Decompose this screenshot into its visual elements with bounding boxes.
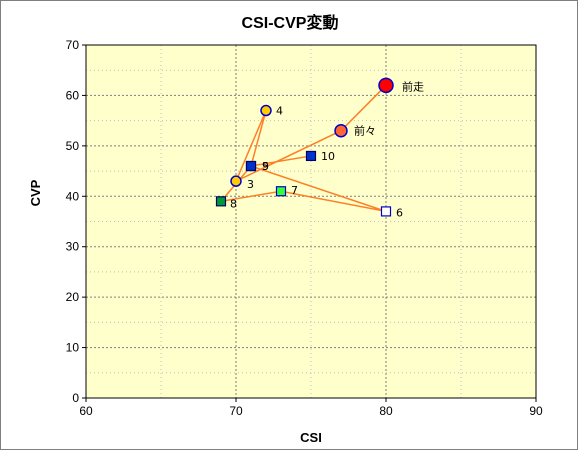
marker-6 (380, 206, 392, 217)
marker-5 (245, 160, 257, 172)
point-label-6: 6 (396, 206, 403, 219)
axis-ticks: 60 70 80 90 0 10 20 30 40 50 60 70 (66, 38, 543, 418)
y-axis-label: CVP (28, 179, 43, 206)
marker-4 (260, 104, 272, 117)
y-tick-label: 40 (66, 189, 80, 203)
y-tick-label: 10 (66, 341, 80, 355)
y-tick-label: 0 (72, 391, 79, 405)
x-tick-label: 70 (229, 404, 243, 418)
marker-10 (305, 150, 317, 162)
x-axis-label: CSI (300, 430, 322, 445)
point-label-9: 9 (262, 160, 269, 173)
y-tick-label: 60 (66, 88, 80, 102)
point-label-前走: 前走 (402, 79, 424, 93)
marker-3 (230, 175, 242, 187)
point-label-10: 10 (321, 150, 335, 163)
y-tick-label: 70 (66, 38, 80, 52)
point-label-4: 4 (276, 105, 283, 118)
y-tick-label: 50 (66, 139, 80, 153)
plot-area (85, 44, 537, 399)
marker-前々 (334, 123, 348, 138)
point-label-3: 3 (247, 178, 254, 191)
x-tick-label: 60 (79, 404, 93, 418)
y-tick-label: 20 (66, 290, 80, 304)
point-label-7: 7 (291, 184, 298, 197)
chart-title: CSI-CVP変動 (242, 13, 339, 32)
point-label-8: 8 (230, 197, 237, 210)
data-markers (215, 77, 394, 217)
marker-8 (215, 196, 227, 207)
x-tick-label: 90 (529, 404, 543, 418)
point-label-前々: 前々 (354, 124, 376, 138)
marker-前走 (378, 77, 394, 94)
x-tick-label: 80 (379, 404, 393, 418)
point-label-5: 5 (262, 160, 269, 173)
marker-7 (275, 186, 287, 197)
y-tick-label: 30 (66, 240, 80, 254)
